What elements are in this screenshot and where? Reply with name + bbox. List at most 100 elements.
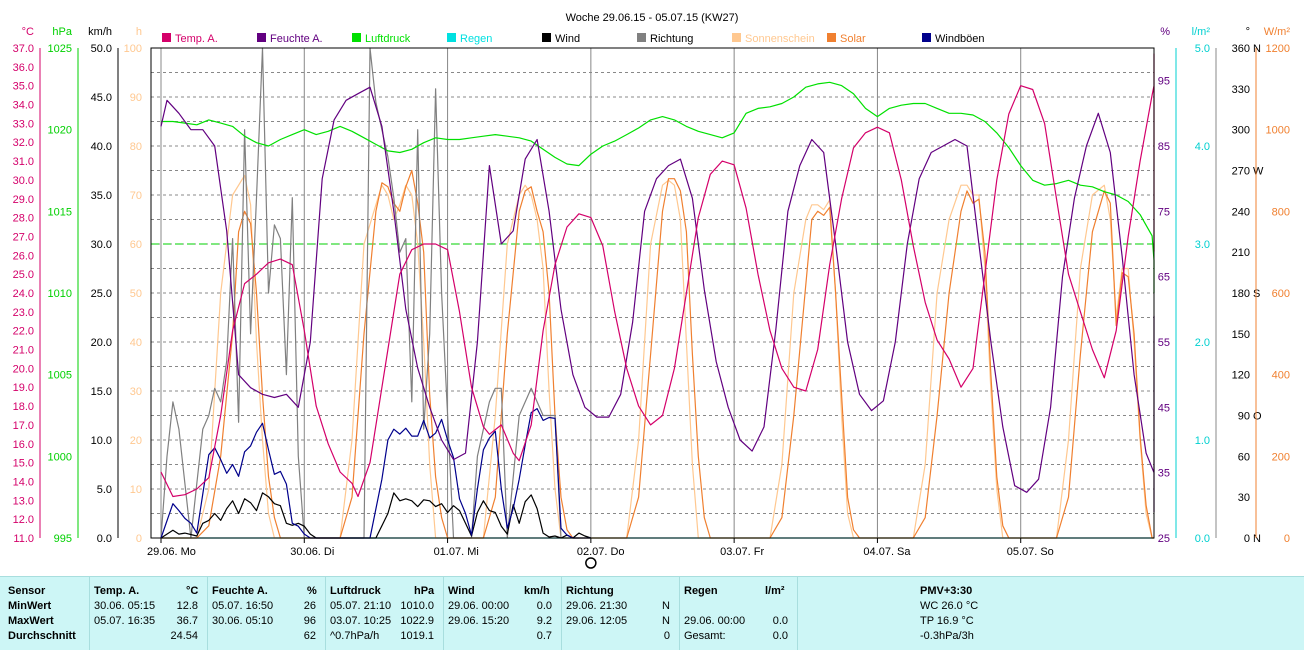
axis-tick-humidity: 75 — [1158, 206, 1170, 218]
stats-divider — [325, 577, 326, 650]
stats-header-wind-unit: km/h — [524, 585, 550, 597]
axis-tick-rain: 0.0 — [1195, 533, 1210, 545]
axis-unit-pressure: hPa — [52, 26, 72, 38]
stats-cell-pmv: TP 16.9 °C — [920, 615, 974, 627]
axis-tick-wind: 30.0 — [91, 239, 112, 251]
axis-tick-wind: 5.0 — [97, 484, 112, 496]
legend-swatch — [162, 33, 171, 42]
legend-swatch — [827, 33, 836, 42]
axis-tick-temp: 24.0 — [13, 288, 34, 300]
x-axis-label: 30.06. Di — [290, 546, 334, 558]
axis-tick-temp: 15.0 — [13, 458, 34, 470]
legend-swatch — [922, 33, 931, 42]
axis-tick-solar: 200 — [1272, 451, 1290, 463]
stats-cell-hum-val: 26 — [303, 600, 316, 612]
axis-direction-letter: W — [1253, 166, 1264, 178]
series-windb-en — [160, 408, 591, 539]
plot-border — [150, 47, 1155, 539]
stats-divider — [561, 577, 562, 650]
axes: 11.0 12.0 13.0 14.0 15.0 16.0 17.0 18.0 19.0 20.0… — [13, 26, 1291, 545]
axis-tick-sunshine: 60 — [130, 239, 142, 251]
stats-cell-temp-time: 05.07. 16:35 — [94, 615, 156, 627]
axis-tick-temp: 16.0 — [13, 439, 34, 451]
axis-tick-rain: 3.0 — [1195, 239, 1210, 251]
stats-cell-temp-val: 12.8 — [176, 600, 198, 612]
stats-cell-press-time: 03.07. 10:25 — [330, 615, 392, 627]
stats-header-sensor: Sensor — [8, 585, 46, 597]
series-luftdruck — [161, 81, 1155, 294]
axis-tick-direction: 210 — [1232, 247, 1250, 259]
axis-tick-temp: 14.0 — [13, 476, 34, 488]
axis-tick-wind: 10.0 — [91, 435, 112, 447]
series-wind — [160, 492, 592, 539]
stats-header-press-unit: hPa — [414, 585, 435, 597]
legend-label: Richtung — [650, 33, 693, 45]
axis-tick-direction: 240 — [1232, 206, 1250, 218]
stats-header-temp-unit: °C — [186, 585, 199, 597]
axis-tick-solar: 1000 — [1266, 125, 1290, 137]
axis-tick-direction: 330 — [1232, 84, 1250, 96]
stats-header-hum: Feuchte A. — [212, 585, 268, 597]
axis-tick-sunshine: 50 — [130, 288, 142, 300]
axis-tick-wind: 25.0 — [91, 288, 112, 300]
axis-tick-sunshine: 70 — [130, 190, 142, 202]
axis-tick-temp: 25.0 — [13, 269, 34, 281]
legend-label: Windböen — [935, 33, 985, 45]
stats-cell-hum-time: 30.06. 05:10 — [212, 615, 274, 627]
statistics-table: Sensor Temp. A. °C Feuchte A. % Luftdruc… — [0, 576, 1304, 650]
axis-tick-humidity: 85 — [1158, 141, 1170, 153]
stats-cell-press-val: 1010.0 — [400, 600, 434, 612]
axis-unit-direction: ° — [1246, 26, 1250, 38]
axis-tick-temp: 12.0 — [13, 514, 34, 526]
stats-cell-press-time: 05.07. 21:10 — [330, 600, 392, 612]
axis-tick-direction: 120 — [1232, 370, 1250, 382]
x-axis-labels: 29.06. Mo 30.06. Di 01.07. Mi 02.07. Do 03.0… — [147, 538, 1054, 569]
axis-tick-sunshine: 90 — [130, 92, 142, 104]
stats-divider — [679, 577, 680, 650]
axis-direction-letter: N — [1253, 533, 1261, 545]
axis-tick-temp: 37.0 — [13, 43, 34, 55]
axis-tick-rain: 5.0 — [1195, 43, 1210, 55]
stats-divider — [797, 577, 798, 650]
x-axis-label: 04.07. Sa — [863, 546, 911, 558]
axis-tick-pressure: 1015 — [48, 206, 72, 218]
axis-unit-wind: km/h — [88, 26, 112, 38]
x-axis-label: 01.07. Mi — [434, 546, 479, 558]
stats-cell-hum-time: 05.07. 16:50 — [212, 600, 274, 612]
axis-tick-wind: 20.0 — [91, 337, 112, 349]
axis-tick-solar: 0 — [1284, 533, 1290, 545]
axis-tick-direction: 90 — [1238, 411, 1250, 423]
legend-swatch — [637, 33, 646, 42]
axis-tick-rain: 2.0 — [1195, 337, 1210, 349]
axis-tick-solar: 600 — [1272, 288, 1290, 300]
axis-tick-sunshine: 100 — [124, 43, 142, 55]
axis-tick-pressure: 1025 — [48, 43, 72, 55]
chart-title: Woche 29.06.15 - 05.07.15 (KW27) — [566, 12, 739, 24]
series-temp-a — [160, 53, 1155, 498]
stats-cell-dir-time: 29.06. 21:30 — [566, 600, 628, 612]
stats-header-temp: Temp. A. — [94, 585, 140, 597]
legend-label: Wind — [555, 33, 580, 45]
axis-tick-sunshine: 40 — [130, 337, 142, 349]
series-solar — [161, 169, 1154, 539]
axis-unit-humidity: % — [1160, 26, 1170, 38]
axis-unit-rain: l/m² — [1192, 26, 1211, 38]
stats-divider — [207, 577, 208, 650]
axis-tick-temp: 21.0 — [13, 345, 34, 357]
axis-tick-wind: 35.0 — [91, 190, 112, 202]
weather-chart: Woche 29.06.15 - 05.07.15 (KW27) 11.0 12.… — [12, 12, 1291, 569]
stats-cell-hum-val: 62 — [303, 630, 316, 642]
legend-swatch — [542, 33, 551, 42]
axis-unit-sunshine: h — [136, 26, 142, 38]
x-axis-label: 02.07. Do — [577, 546, 625, 558]
x-axis-label: 05.07. So — [1007, 546, 1054, 558]
stats-header-hum-unit: % — [307, 585, 317, 597]
stats-cell-wind-val: 0.7 — [536, 630, 552, 642]
axis-tick-pressure: 1020 — [48, 125, 72, 137]
legend-label: Regen — [460, 33, 492, 45]
axis-tick-sunshine: 30 — [130, 386, 142, 398]
axis-tick-temp: 29.0 — [13, 194, 34, 206]
stats-cell-rain-time: 29.06. 00:00 — [684, 615, 746, 627]
axis-tick-solar: 800 — [1272, 206, 1290, 218]
axis-tick-humidity: 95 — [1158, 76, 1170, 88]
